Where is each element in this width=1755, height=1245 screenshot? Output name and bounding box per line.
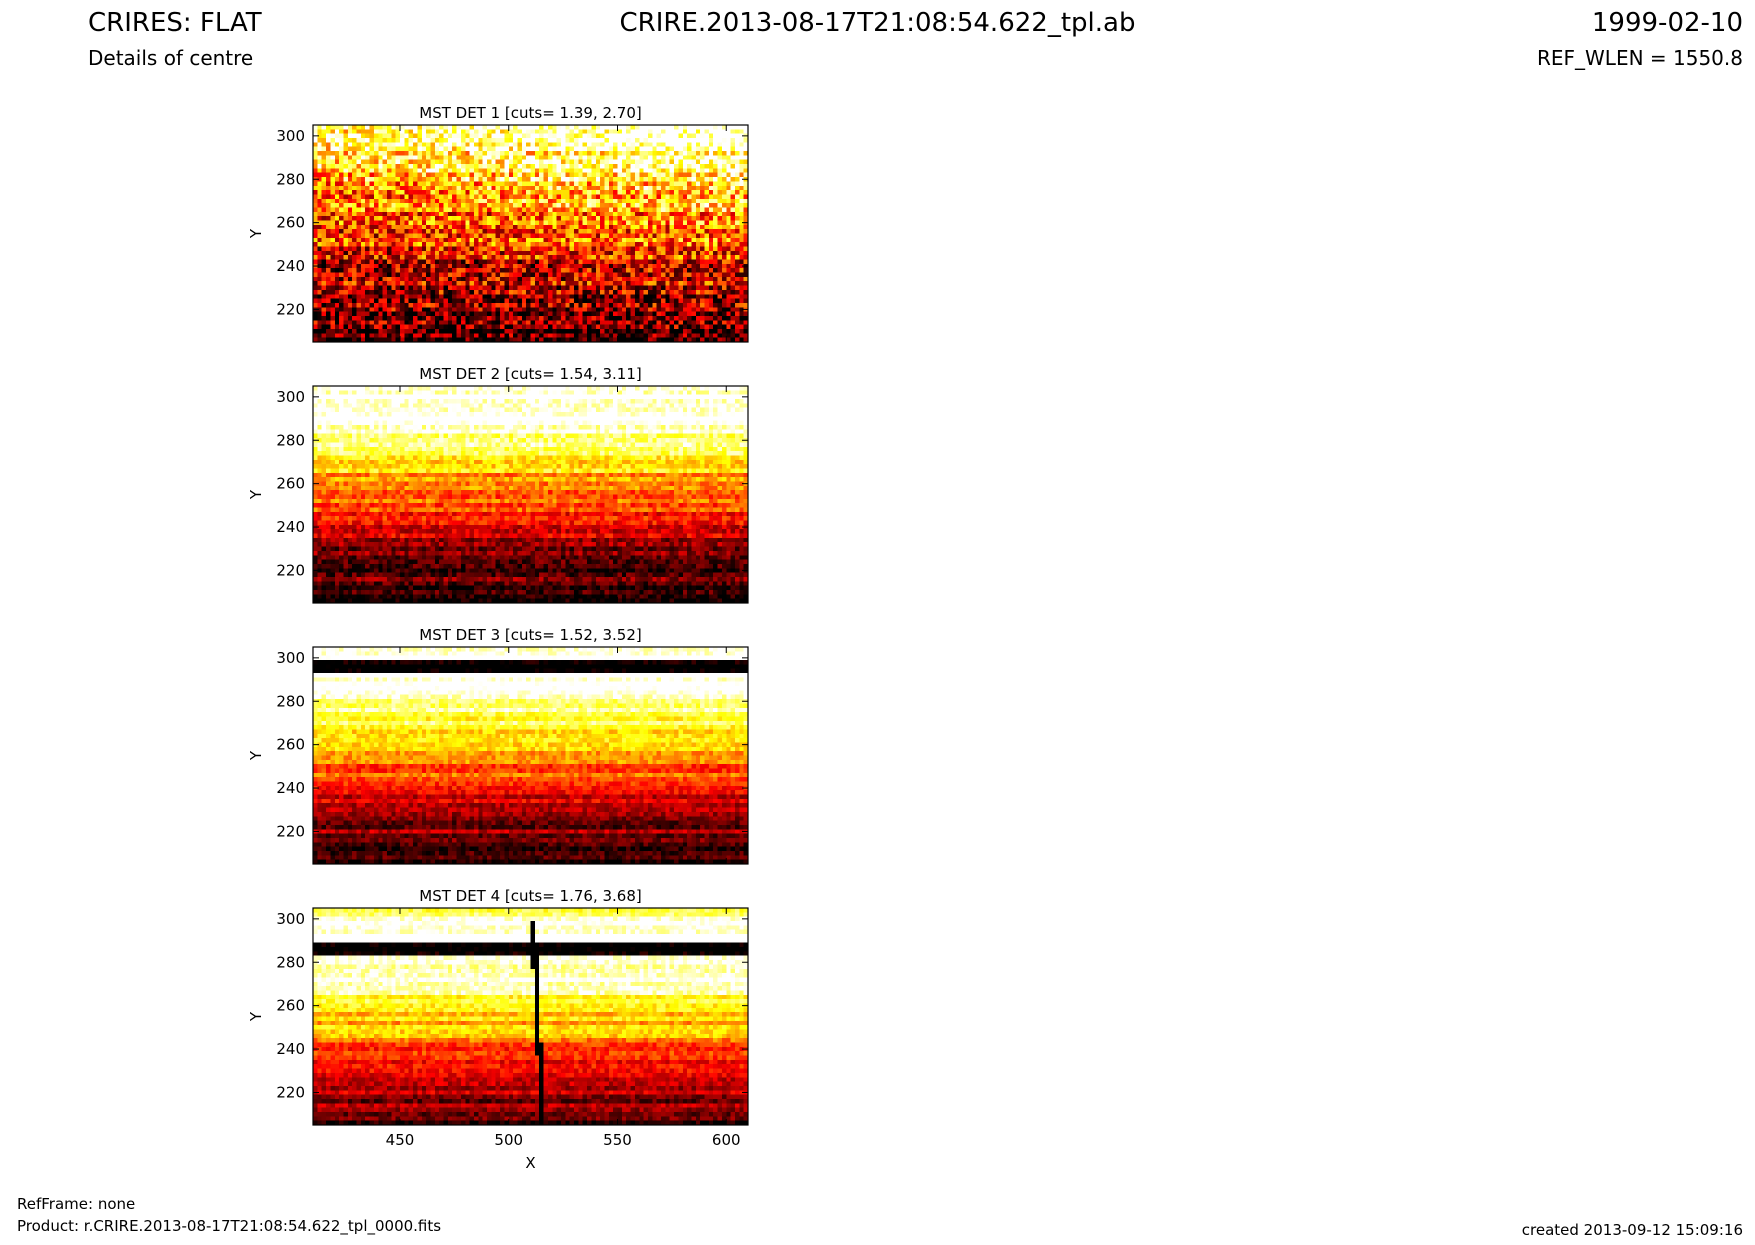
x-axis-label: X [525, 1154, 535, 1172]
plot-frame [312, 124, 749, 343]
y-axis-label: Y [247, 750, 265, 761]
heatmap-image [313, 647, 749, 865]
y-tick-label: 300 [276, 127, 305, 145]
product-label: Product: r.CRIRE.2013-08-17T21:08:54.622… [17, 1217, 441, 1235]
x-tick-label: 600 [712, 1131, 741, 1149]
y-axis-label: Y [247, 228, 265, 239]
plot-frame [312, 907, 749, 1126]
y-tick-label: 220 [276, 822, 305, 840]
panel-title: MST DET 2 [cuts= 1.54, 3.11] [419, 365, 642, 383]
y-tick-label: 280 [276, 953, 305, 971]
y-tick-label: 240 [276, 518, 305, 536]
y-tick-label: 220 [276, 561, 305, 579]
x-tick-label: 500 [494, 1131, 523, 1149]
y-tick-label: 280 [276, 170, 305, 188]
y-tick-label: 240 [276, 779, 305, 797]
plot-frame [312, 385, 749, 604]
created-label: created 2013-09-12 15:09:16 [1522, 1221, 1743, 1239]
heatmap-image [313, 386, 749, 604]
y-tick-label: 260 [276, 997, 305, 1015]
y-tick-label: 300 [276, 910, 305, 928]
page-title: CRIRES: FLAT [88, 8, 262, 38]
y-tick-label: 300 [276, 388, 305, 406]
det-panel-4: MST DET 4 [cuts= 1.76, 3.68] 220 240 260 280… [247, 887, 749, 1172]
y-tick-label: 260 [276, 475, 305, 493]
y-tick-label: 220 [276, 300, 305, 318]
y-tick-label: 280 [276, 692, 305, 710]
ref-wlen-label: REF_WLEN = 1550.8 [1537, 46, 1743, 70]
y-tick-label: 240 [276, 1040, 305, 1058]
x-tick-label: 550 [603, 1131, 632, 1149]
det-panel-3: MST DET 3 [cuts= 1.52, 3.52] 220 240 260 280… [247, 626, 749, 865]
det-panel-2: MST DET 2 [cuts= 1.54, 3.11] 220 240 260 280… [247, 365, 749, 604]
y-tick-label: 260 [276, 736, 305, 754]
panel-title: MST DET 1 [cuts= 1.39, 2.70] [419, 104, 642, 122]
page-subtitle: Details of centre [88, 46, 253, 70]
x-tick-label: 450 [386, 1131, 415, 1149]
heatmap-image [313, 908, 749, 1126]
y-tick-label: 280 [276, 431, 305, 449]
y-axis-label: Y [247, 1011, 265, 1022]
panel-title: MST DET 3 [cuts= 1.52, 3.52] [419, 626, 642, 644]
refframe-label: RefFrame: none [17, 1195, 135, 1213]
det-panel-1: MST DET 1 [cuts= 1.39, 2.70] 220 240 260 280… [247, 104, 749, 343]
panel-title: MST DET 4 [cuts= 1.76, 3.68] [419, 887, 642, 905]
plot-frame [312, 646, 749, 865]
y-tick-label: 300 [276, 649, 305, 667]
y-tick-label: 240 [276, 257, 305, 275]
y-tick-label: 260 [276, 214, 305, 232]
date-label: 1999-02-10 [1592, 8, 1743, 38]
y-tick-label: 220 [276, 1083, 305, 1101]
y-axis-label: Y [247, 489, 265, 500]
file-title: CRIRE.2013-08-17T21:08:54.622_tpl.ab [0, 8, 1755, 38]
heatmap-image [313, 125, 749, 343]
